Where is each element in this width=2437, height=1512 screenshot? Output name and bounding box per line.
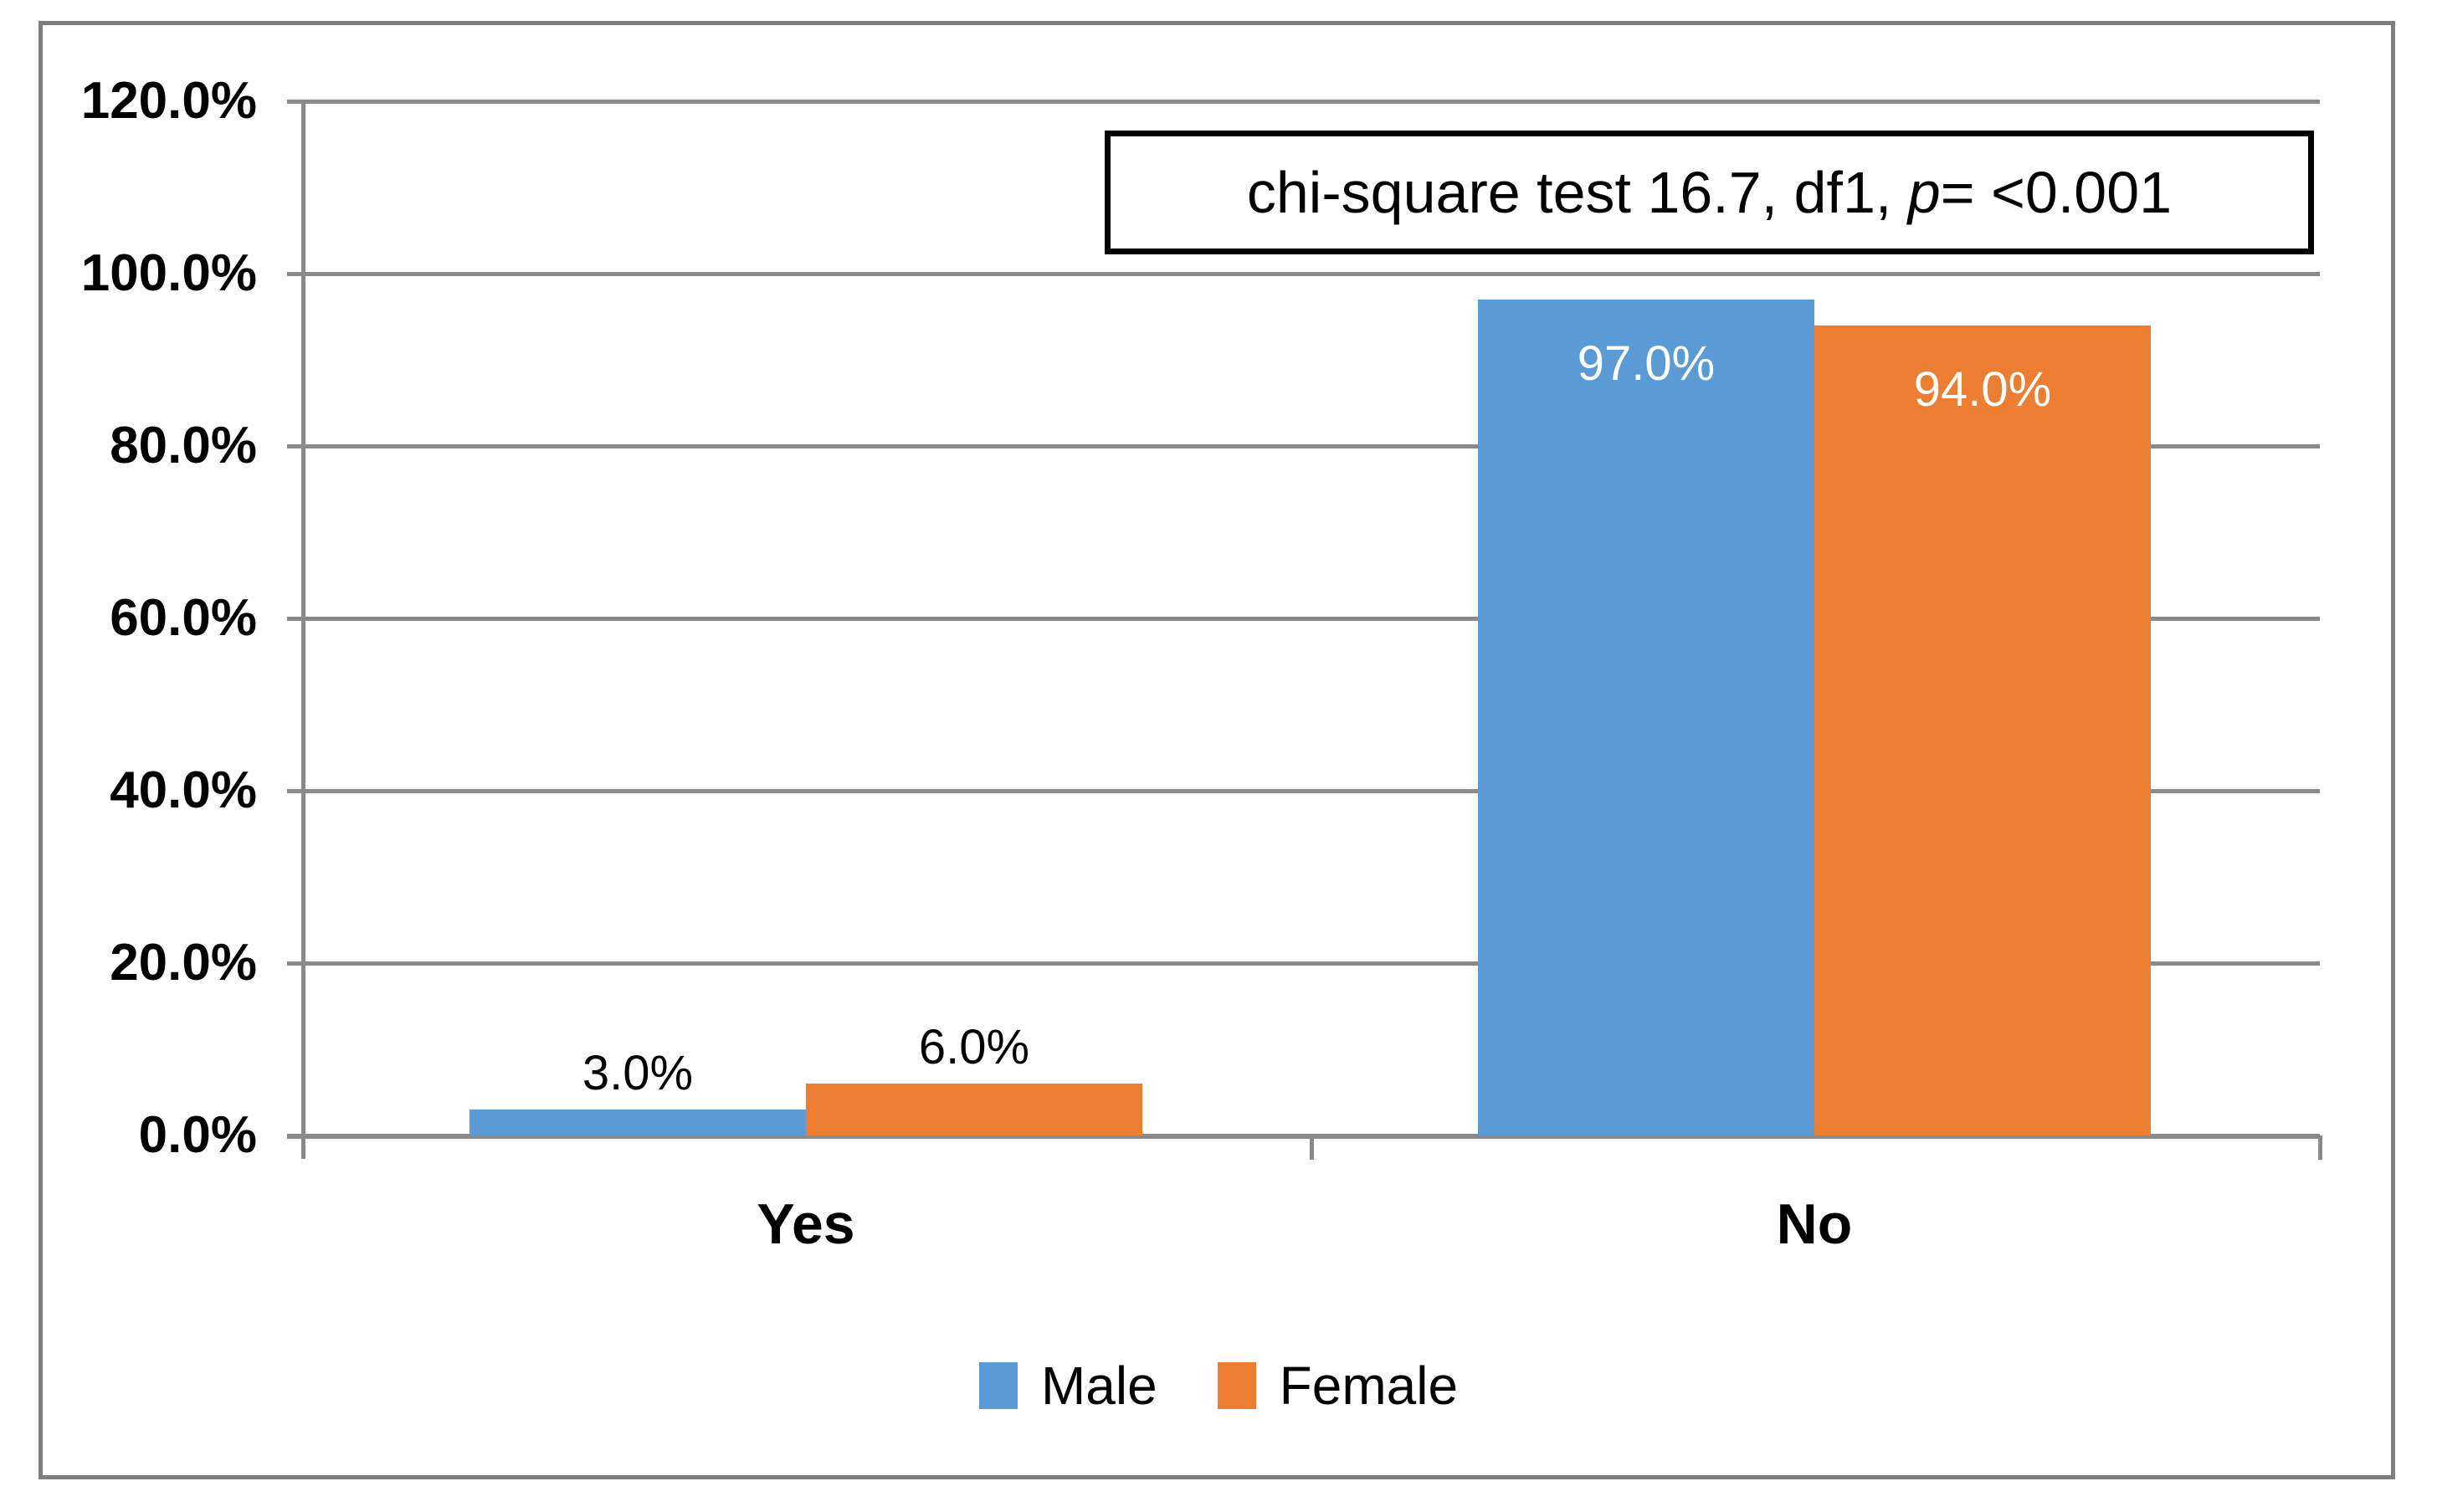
annotation-box: chi-square test 16.7, df1, p = <0.001 (1105, 131, 2314, 254)
y-tick-label-20: 20.0% (110, 934, 257, 992)
bar-yes-female (806, 1084, 1142, 1135)
y-tick-label-60: 60.0% (110, 589, 257, 647)
gridline-100 (287, 272, 2320, 276)
bar-no-male (1478, 300, 1814, 1135)
legend: Male Female (0, 1356, 2437, 1416)
x-axis-label-no: No (1776, 1192, 1853, 1256)
gridline-40 (287, 789, 2320, 793)
legend-item-male: Male (978, 1356, 1157, 1416)
gridline-0 (287, 1134, 2320, 1139)
male-legend-swatch-icon (978, 1362, 1018, 1409)
category-boundary-tick-1 (2318, 1135, 2322, 1160)
y-axis-line (301, 100, 305, 1159)
chart-outer-border (38, 21, 2395, 1479)
gridline-120 (287, 100, 2320, 104)
y-tick-label-0: 0.0% (138, 1106, 257, 1164)
annotation-text-after: = <0.001 (1940, 160, 2173, 225)
y-tick-label-120: 120.0% (80, 72, 257, 130)
legend-label-female: Female (1279, 1356, 1459, 1416)
annotation-text-before: chi-square test 16.7, df1, (1246, 160, 1908, 225)
bar-no-female (1814, 325, 2151, 1135)
data-label-yes-female: 6.0% (918, 1020, 1030, 1074)
y-tick-label-100: 100.0% (80, 244, 257, 302)
data-label-no-female: 94.0% (1913, 362, 2052, 417)
data-label-yes-male: 3.0% (582, 1046, 694, 1100)
legend-item-female: Female (1217, 1356, 1459, 1416)
gridline-20 (287, 961, 2320, 966)
data-label-no-male: 97.0% (1577, 336, 1716, 391)
gridline-60 (287, 617, 2320, 621)
y-tick-label-40: 40.0% (110, 761, 257, 819)
annotation-p-symbol: p (1907, 160, 1941, 225)
legend-label-male: Male (1040, 1356, 1157, 1416)
x-axis-label-yes: Yes (757, 1192, 855, 1256)
bar-yes-male (469, 1110, 806, 1135)
female-legend-swatch-icon (1217, 1362, 1256, 1409)
y-tick-label-80: 80.0% (110, 417, 257, 474)
category-boundary-tick-0 (1310, 1135, 1314, 1160)
gridline-80 (287, 444, 2320, 448)
